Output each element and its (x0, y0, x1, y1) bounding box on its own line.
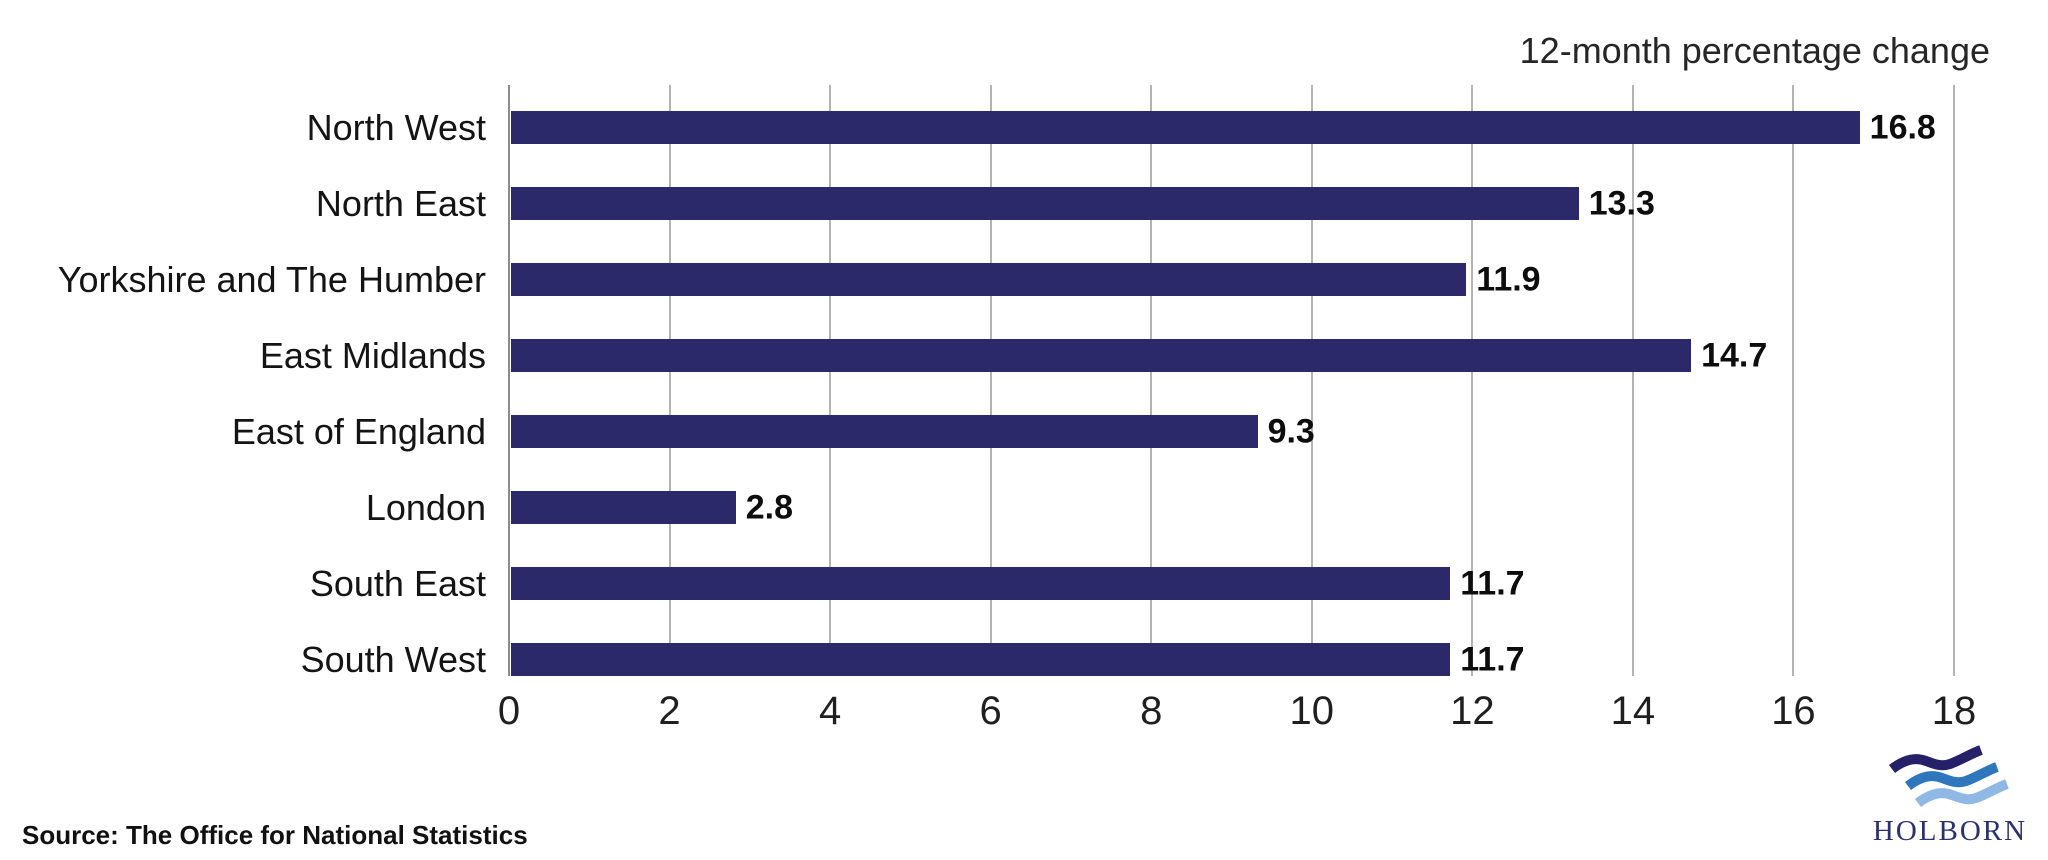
bar-value-label: 9.3 (1267, 412, 1315, 450)
value-axis: 0 2 4 6 8 10 12 14 16 18 (498, 689, 1976, 739)
category-label: South West (300, 638, 486, 680)
x-tick-label: 6 (979, 689, 1002, 733)
axis-line (508, 85, 510, 676)
bar-value-label: 11.7 (1460, 640, 1525, 678)
wave-light-stripe (1914, 779, 2009, 808)
bar-value-label: 2.8 (745, 488, 794, 526)
bar-value-label: 11.9 (1476, 260, 1541, 298)
bar-value-label: 11.7 (1460, 564, 1525, 602)
source-note: Source: The Office for National Statisti… (22, 820, 528, 850)
bar (511, 643, 1451, 676)
bar (511, 187, 1579, 220)
bar (511, 111, 1860, 144)
wave-mid-stripe (1904, 762, 1999, 791)
gridline (1953, 85, 1955, 676)
bar (511, 567, 1451, 600)
holborn-wordmark: HOLBORN (1872, 815, 2028, 847)
category-label: East Midlands (259, 334, 486, 376)
gridline (1792, 85, 1795, 676)
x-tick-label: 10 (1289, 689, 1335, 733)
category-label: North West (306, 106, 486, 148)
wave-dark-stripe (1888, 745, 1983, 774)
holborn-logo: HOLBORN (1872, 743, 2028, 848)
bar (511, 415, 1258, 448)
x-tick-label: 4 (818, 689, 842, 733)
category-label: South East (309, 562, 486, 604)
category-label: Yorkshire and The Humber (57, 258, 486, 300)
bar (511, 339, 1692, 372)
category-label: North East (315, 182, 486, 224)
x-tick-label: 16 (1771, 689, 1816, 733)
bar (511, 491, 736, 524)
bar-value-label: 13.3 (1588, 184, 1655, 222)
bar-value-label: 16.8 (1869, 108, 1936, 146)
gridline (1310, 85, 1313, 676)
category-label: East of England (231, 410, 486, 452)
chart-title: 12-month percentage change (1519, 30, 1990, 71)
gridline (1631, 85, 1634, 676)
x-tick-label: 2 (658, 689, 681, 733)
x-tick-label: 0 (497, 689, 521, 733)
bar-value-label: 14.7 (1701, 336, 1768, 374)
x-tick-label: 14 (1610, 689, 1656, 733)
plot-area: 16.8 13.3 11.9 14.7 9.3 2.8 11.7 11.7 (508, 85, 1955, 678)
category-axis: North West North East Yorkshire and The Hu… (0, 85, 486, 680)
category-label: London (365, 486, 486, 528)
bar (511, 263, 1467, 296)
gridline (989, 85, 992, 676)
x-tick-label: 12 (1450, 689, 1495, 733)
x-tick-label: 8 (1140, 689, 1163, 733)
gridline (1150, 85, 1153, 676)
gridline (1471, 85, 1474, 676)
gridline (668, 85, 671, 676)
holborn-waves-icon (1888, 745, 2009, 808)
gridline (829, 85, 832, 676)
x-tick-label: 18 (1931, 689, 1977, 733)
